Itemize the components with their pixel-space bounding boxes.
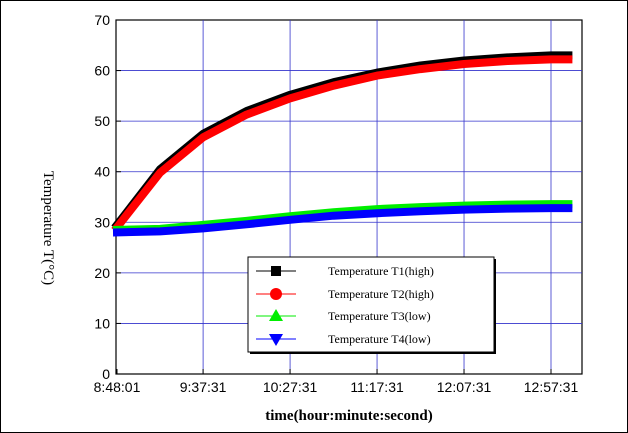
x-tick-label: 12:57:31 xyxy=(524,379,579,395)
series-lines xyxy=(111,51,573,237)
x-tick-label: 12:07:31 xyxy=(437,379,492,395)
legend-box xyxy=(247,256,495,353)
y-tick-label: 10 xyxy=(94,315,110,331)
y-tick-label: 60 xyxy=(94,63,110,79)
legend: Temperature T1(high) Temperature T2(high)… xyxy=(247,256,496,354)
series-line-2 xyxy=(111,55,573,233)
y-axis-title: Temperature T(°C) xyxy=(40,171,56,285)
legend-marker-3 xyxy=(269,309,283,321)
y-tick-label: 20 xyxy=(94,265,110,281)
legend-marker-1 xyxy=(271,266,281,276)
legend-label-2: Temperature T2(high) xyxy=(328,287,434,301)
x-axis-title: time(hour:minute:second) xyxy=(265,408,432,424)
y-tick-label: 40 xyxy=(94,164,110,180)
y-tick-label: 50 xyxy=(94,113,110,129)
y-tick-label: 70 xyxy=(94,12,110,28)
x-tick-label: 9:37:31 xyxy=(180,379,227,395)
legend-marker-2 xyxy=(270,288,282,300)
legend-shadow-bottom xyxy=(250,352,496,354)
y-tick-label: 30 xyxy=(94,214,110,230)
y-axis-ticks: 0 10 20 30 40 50 60 70 xyxy=(94,12,121,382)
legend-marker-4 xyxy=(269,334,283,346)
legend-label-1: Temperature T1(high) xyxy=(328,264,434,278)
legend-label-4: Temperature T4(low) xyxy=(328,332,431,346)
legend-label-3: Temperature T3(low) xyxy=(328,309,431,323)
x-axis-ticks: 8:48:01 9:37:31 10:27:31 11:17:31 12:07:31 12… xyxy=(94,369,579,395)
legend-shadow-right xyxy=(494,259,496,354)
x-tick-label: 11:17:31 xyxy=(350,379,404,395)
y-tick-label: 0 xyxy=(102,366,110,382)
x-tick-label: 8:48:01 xyxy=(94,379,141,395)
series-line-4 xyxy=(112,204,573,237)
x-tick-label: 10:27:31 xyxy=(263,379,318,395)
